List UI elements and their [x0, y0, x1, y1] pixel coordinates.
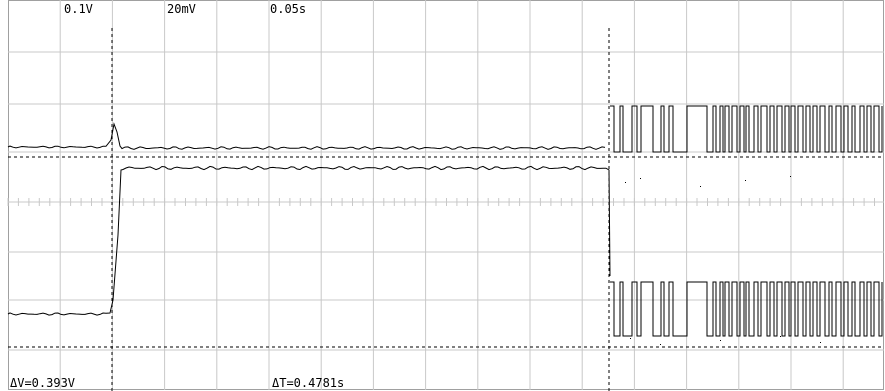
- trace-dot: [790, 176, 791, 177]
- ch2-trace: [7, 165, 611, 316]
- ch1-trace: [7, 122, 606, 150]
- trace-dot: [745, 180, 746, 181]
- trace-dot: [780, 336, 781, 337]
- trace-dot: [720, 340, 721, 341]
- trace-dot: [660, 344, 661, 345]
- trace-dot: [640, 178, 641, 179]
- plot-border: [8, 0, 884, 390]
- ch1-burst: [610, 105, 883, 153]
- trace-dot: [625, 182, 626, 183]
- signal-traces: [7, 105, 883, 345]
- ch2-burst: [610, 281, 883, 337]
- trace-dot: [700, 186, 701, 187]
- ch2-scale-label: 20mV: [167, 2, 196, 16]
- delta-v-readout: ΔV=0.393V: [10, 376, 76, 390]
- graticule: [7, 0, 884, 390]
- trace-dot: [630, 338, 631, 339]
- delta-t-readout: ΔT=0.4781s: [272, 376, 345, 390]
- trace-dot: [820, 342, 821, 343]
- timebase-label: 0.05s: [270, 2, 307, 16]
- ch1-scale-label: 0.1V: [64, 2, 93, 16]
